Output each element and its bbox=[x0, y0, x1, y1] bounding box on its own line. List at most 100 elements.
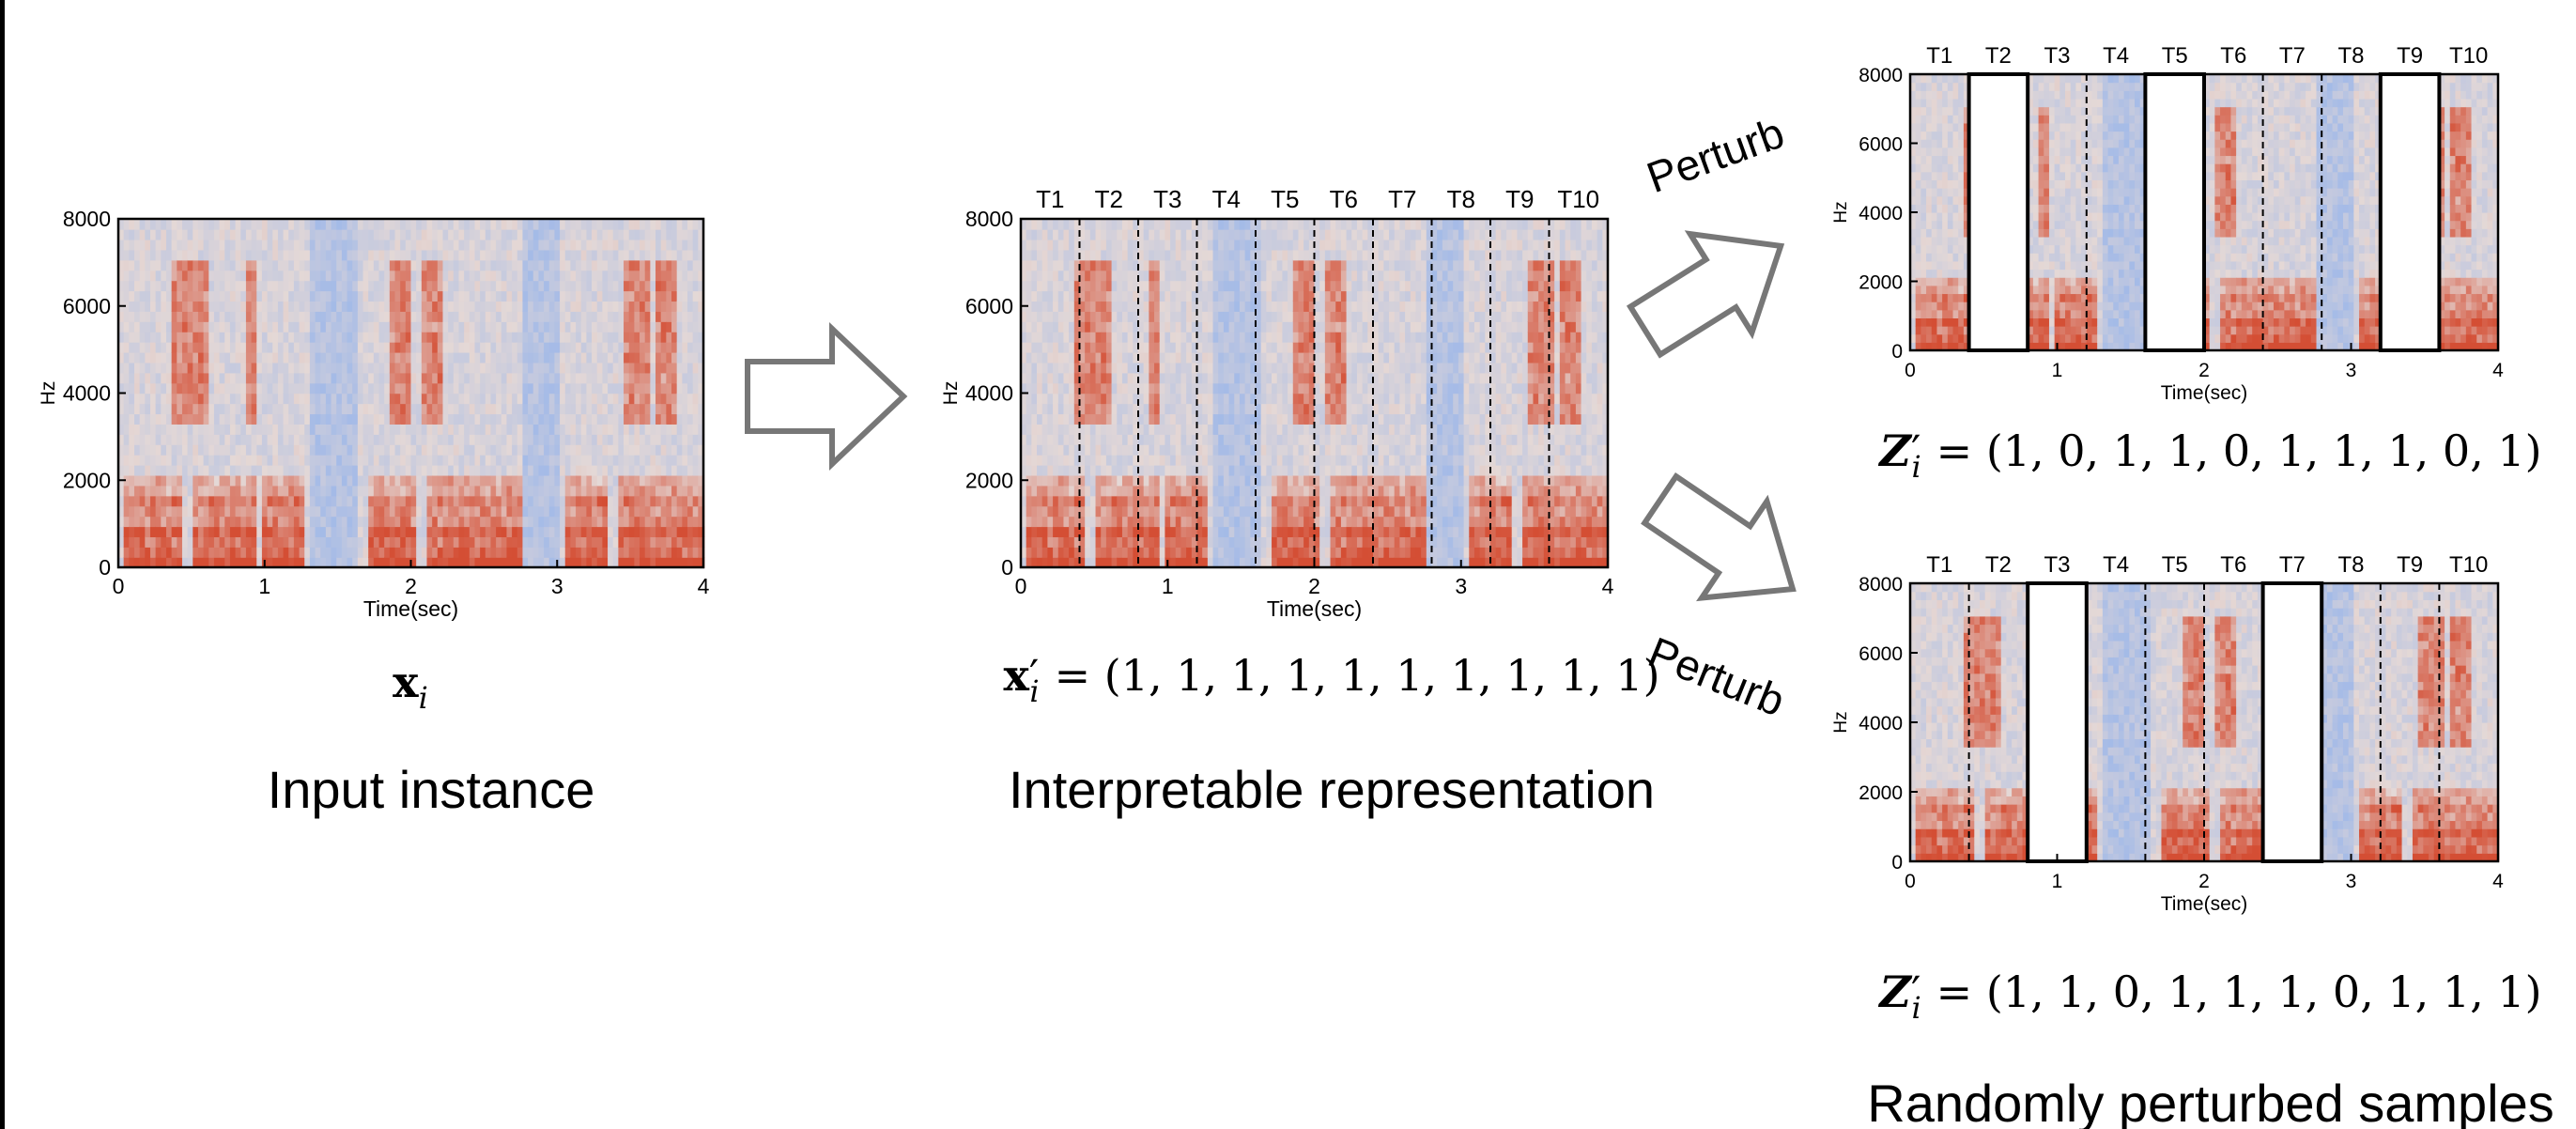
formula-prime: ′ bbox=[1911, 967, 1920, 1017]
y-axis-label: Hz bbox=[940, 381, 962, 406]
spectrogram bbox=[118, 219, 705, 568]
y-tick-label: 2000 bbox=[1859, 272, 1903, 294]
y-tick-label: 4000 bbox=[965, 381, 1013, 406]
perturb-label: Perturb bbox=[1642, 627, 1791, 726]
x-tick-label: 4 bbox=[2492, 871, 2504, 892]
y-axis-label: Hz bbox=[1831, 711, 1851, 733]
segment-label: T3 bbox=[2044, 43, 2070, 69]
formula-subscript: i bbox=[1029, 673, 1039, 709]
segment-label: T7 bbox=[2279, 552, 2306, 578]
caption: Input instance bbox=[268, 760, 595, 819]
formula: xi bbox=[393, 657, 428, 716]
segment-label: T2 bbox=[1095, 185, 1123, 213]
x-tick-label: 3 bbox=[2346, 871, 2357, 892]
x-tick-label: 3 bbox=[1455, 574, 1467, 598]
segment-label: T9 bbox=[1505, 185, 1534, 213]
segment-label: T5 bbox=[2162, 552, 2188, 578]
y-tick-label: 2000 bbox=[965, 468, 1013, 492]
y-tick-label: 0 bbox=[1891, 852, 1903, 874]
x-tick-label: 0 bbox=[1905, 871, 1916, 892]
formula: Z′i = (1, 1, 0, 1, 1, 1, 0, 1, 1, 1) bbox=[1877, 967, 2541, 1026]
y-tick-label: 4000 bbox=[63, 381, 111, 406]
formula-symbol: Z bbox=[1877, 425, 1912, 476]
y-tick-label: 6000 bbox=[1859, 134, 1903, 156]
x-tick-label: 4 bbox=[698, 574, 710, 598]
formula-symbol: Z bbox=[1877, 967, 1912, 1017]
formula: x′i = (1, 1, 1, 1, 1, 1, 1, 1, 1, 1) bbox=[1003, 650, 1659, 709]
y-tick-label: 8000 bbox=[63, 207, 111, 231]
segment-label: T9 bbox=[2397, 552, 2423, 578]
y-axis-label: Hz bbox=[38, 381, 59, 406]
x-tick-label: 0 bbox=[1905, 360, 1916, 381]
segment-label: T1 bbox=[1926, 43, 1952, 69]
formula-symbol: x bbox=[1003, 650, 1029, 701]
y-tick-label: 0 bbox=[1891, 341, 1903, 363]
formula-subscript: i bbox=[1911, 449, 1920, 485]
x-axis-label: Time(sec) bbox=[2161, 893, 2248, 915]
segment-label: T5 bbox=[2162, 43, 2188, 69]
segment-label: T10 bbox=[2449, 43, 2488, 69]
segment-label: T10 bbox=[1557, 185, 1599, 213]
segment-label: T5 bbox=[1271, 185, 1299, 213]
segment-label: T1 bbox=[1036, 185, 1064, 213]
y-tick-label: 2000 bbox=[63, 468, 111, 492]
y-tick-label: 8000 bbox=[965, 207, 1013, 231]
x-tick-label: 1 bbox=[2052, 360, 2063, 381]
segment-label: T4 bbox=[2103, 552, 2129, 578]
x-tick-label: 2 bbox=[405, 574, 417, 598]
x-tick-label: 0 bbox=[1015, 574, 1027, 598]
x-axis-label: Time(sec) bbox=[1267, 596, 1362, 621]
y-tick-label: 8000 bbox=[1859, 574, 1903, 595]
segment-label: T8 bbox=[1447, 185, 1475, 213]
formula-vector: = (1, 0, 1, 1, 0, 1, 1, 1, 0, 1) bbox=[1936, 425, 2542, 476]
segment-label: T6 bbox=[1330, 185, 1358, 213]
segment-label: T6 bbox=[2220, 552, 2246, 578]
formula-subscript: i bbox=[419, 680, 428, 716]
formula: Z′i = (1, 0, 1, 1, 0, 1, 1, 1, 0, 1) bbox=[1877, 425, 2541, 485]
x-tick-label: 0 bbox=[113, 574, 125, 598]
y-tick-label: 2000 bbox=[1859, 782, 1903, 804]
masked-segment bbox=[1967, 72, 2030, 352]
x-tick-label: 2 bbox=[2198, 360, 2210, 381]
y-tick-label: 4000 bbox=[1859, 203, 1903, 224]
arrow bbox=[1626, 230, 1785, 359]
segment-label: T4 bbox=[1212, 185, 1241, 213]
y-tick-label: 0 bbox=[99, 555, 111, 580]
x-tick-label: 3 bbox=[551, 574, 563, 598]
masked-segment bbox=[2026, 581, 2089, 863]
y-tick-label: 6000 bbox=[63, 294, 111, 318]
formula-symbol: x bbox=[393, 657, 419, 707]
masked-segment bbox=[2260, 581, 2324, 863]
masked-segment bbox=[2143, 72, 2206, 352]
x-axis-label: Time(sec) bbox=[363, 596, 458, 621]
segment-label: T7 bbox=[2279, 43, 2306, 69]
x-tick-label: 1 bbox=[2052, 871, 2063, 892]
x-tick-label: 1 bbox=[258, 574, 270, 598]
segment-label: T8 bbox=[2337, 552, 2364, 578]
x-tick-label: 2 bbox=[1308, 574, 1320, 598]
segment-label: T10 bbox=[2449, 552, 2488, 578]
x-tick-label: 4 bbox=[1602, 574, 1614, 598]
formula-prime: ′ bbox=[1029, 650, 1039, 701]
segment-label: T3 bbox=[2044, 552, 2070, 578]
perturb-label: Perturb bbox=[1641, 108, 1791, 202]
formula-prime: ′ bbox=[1911, 425, 1920, 476]
y-axis-label: Hz bbox=[1831, 201, 1851, 223]
y-tick-label: 6000 bbox=[1859, 643, 1903, 665]
segment-label: T2 bbox=[1985, 43, 2012, 69]
formula-vector: = (1, 1, 0, 1, 1, 1, 0, 1, 1, 1) bbox=[1936, 967, 2542, 1017]
formula-vector: = (1, 1, 1, 1, 1, 1, 1, 1, 1, 1) bbox=[1055, 650, 1660, 701]
arrow bbox=[745, 322, 908, 471]
caption: Interpretable representation bbox=[1009, 760, 1655, 819]
y-tick-label: 8000 bbox=[1859, 65, 1903, 86]
x-axis-label: Time(sec) bbox=[2161, 382, 2248, 404]
segment-label: T1 bbox=[1926, 552, 1952, 578]
left-border bbox=[0, 0, 5, 1129]
segment-label: T6 bbox=[2220, 43, 2246, 69]
x-tick-label: 2 bbox=[2198, 871, 2210, 892]
segment-label: T3 bbox=[1153, 185, 1181, 213]
formula-subscript: i bbox=[1911, 990, 1920, 1026]
y-tick-label: 0 bbox=[1001, 555, 1013, 580]
segment-label: T4 bbox=[2103, 43, 2129, 69]
